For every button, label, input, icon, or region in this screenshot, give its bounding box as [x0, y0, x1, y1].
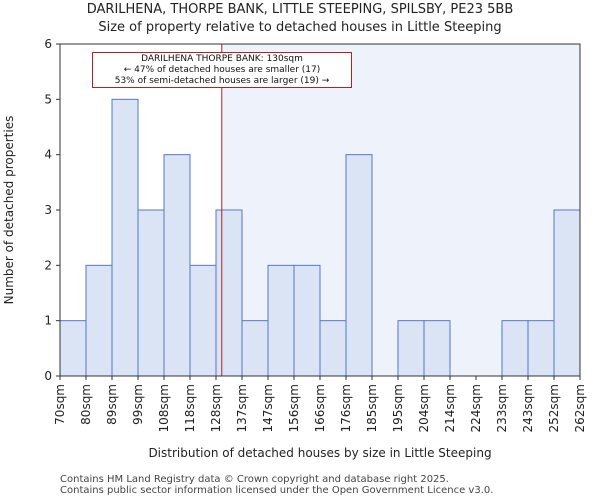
bar-118sqm [189, 264, 217, 377]
x-tick-label-99sqm: 99sqm [131, 384, 145, 425]
y-axis-label: Number of detached properties [2, 116, 16, 305]
y-tick-label-0: 0 [44, 369, 52, 383]
bar-80sqm [85, 264, 113, 377]
bar-108sqm [163, 154, 191, 377]
y-tick-label-4: 4 [44, 148, 52, 162]
x-tick-label-80sqm: 80sqm [79, 384, 93, 425]
bar-156sqm [293, 264, 321, 377]
x-tick-label-233sqm: 233sqm [495, 384, 509, 432]
bar-89sqm [111, 98, 139, 377]
x-tick-label-166sqm: 166sqm [313, 384, 327, 432]
bar-243sqm [527, 320, 555, 377]
x-tick-label-70sqm: 70sqm [53, 384, 67, 425]
x-tick-label-195sqm: 195sqm [391, 384, 405, 432]
bar-233sqm [501, 320, 529, 377]
bar-204sqm [423, 320, 451, 377]
bar-252sqm [553, 209, 581, 377]
annotation-box: DARILHENA THORPE BANK: 130sqm ← 47% of d… [92, 52, 352, 88]
x-tick-label-204sqm: 204sqm [417, 384, 431, 432]
y-tick-label-1: 1 [44, 314, 52, 328]
x-axis-label: Distribution of detached houses by size … [148, 446, 491, 460]
bar-128sqm [215, 209, 243, 377]
x-tick-label-147sqm: 147sqm [261, 384, 275, 432]
y-tick-label-5: 5 [44, 92, 52, 106]
x-tick-label-118sqm: 118sqm [183, 384, 197, 432]
chart-title: DARILHENA, THORPE BANK, LITTLE STEEPING,… [86, 2, 514, 17]
annotation-line-3: 53% of semi-detached houses are larger (… [114, 76, 330, 86]
bar-147sqm [267, 264, 295, 377]
x-tick-label-137sqm: 137sqm [235, 384, 249, 432]
bar-99sqm [137, 209, 165, 377]
x-tick-label-156sqm: 156sqm [287, 384, 301, 432]
x-tick-label-243sqm: 243sqm [521, 384, 535, 432]
footer-line-1: Contains HM Land Registry data © Crown c… [60, 474, 449, 485]
x-tick-label-108sqm: 108sqm [157, 384, 171, 432]
bar-137sqm [241, 320, 269, 377]
bar-70sqm [59, 320, 87, 377]
x-tick-label-176sqm: 176sqm [339, 384, 353, 432]
y-tick-label-2: 2 [44, 258, 52, 272]
x-tick-label-214sqm: 214sqm [443, 384, 457, 432]
annotation-line-2: ← 47% of detached houses are smaller (17… [123, 65, 321, 75]
annotation-line-1: DARILHENA THORPE BANK: 130sqm [141, 54, 303, 64]
x-tick-label-128sqm: 128sqm [209, 384, 223, 432]
x-tick-label-262sqm: 262sqm [573, 384, 587, 432]
x-tick-label-224sqm: 224sqm [469, 384, 483, 432]
bar-195sqm [397, 320, 425, 377]
chart-subtitle: Size of property relative to detached ho… [98, 20, 502, 35]
x-tick-label-185sqm: 185sqm [365, 384, 379, 432]
bar-176sqm [345, 154, 373, 377]
y-tick-label-6: 6 [44, 37, 52, 51]
footer-line-2: Contains public sector information licen… [60, 485, 494, 496]
x-tick-label-252sqm: 252sqm [547, 384, 561, 432]
bar-166sqm [319, 320, 347, 377]
x-tick-label-89sqm: 89sqm [105, 384, 119, 425]
y-tick-label-3: 3 [44, 203, 52, 217]
